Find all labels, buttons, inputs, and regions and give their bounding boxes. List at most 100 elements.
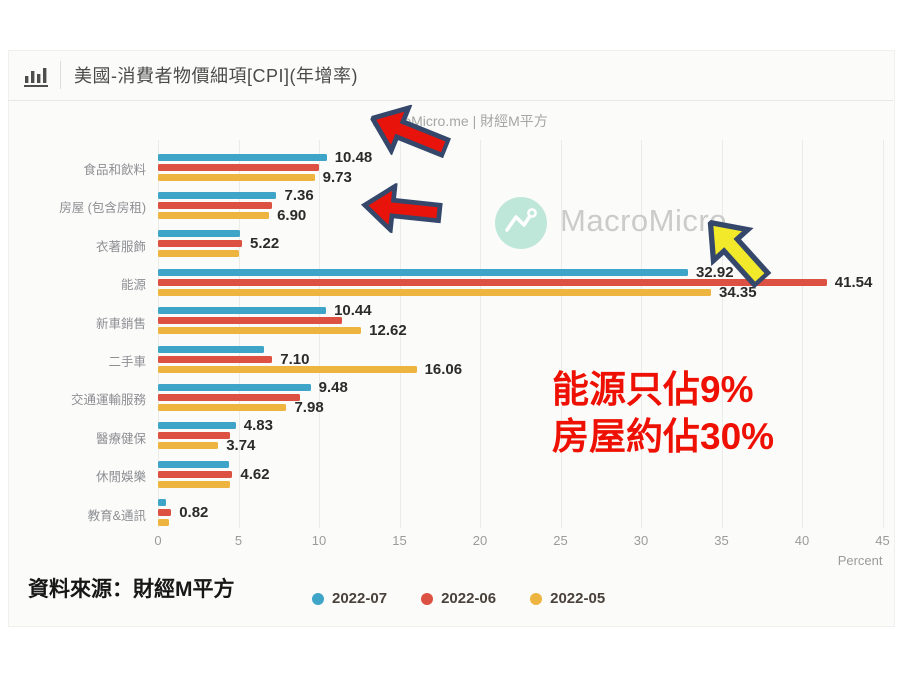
bar-2022-06 (158, 432, 231, 440)
value-label: 9.73 (322, 168, 352, 186)
annotation-line-2: 房屋約佔30% (552, 416, 775, 457)
category-label: 新車銷售 (95, 316, 146, 331)
legend-label: 2022-05 (550, 590, 606, 607)
gridline (560, 140, 562, 528)
bar-2022-06 (158, 470, 233, 478)
legend-item-2022-07[interactable]: 2022-07 (312, 590, 387, 607)
bar-2022-07 (158, 422, 236, 430)
bar-2022-06 (158, 163, 319, 171)
x-axis-tick-label: 25 (553, 533, 568, 548)
chart-card (8, 50, 895, 627)
bar-2022-06 (158, 355, 273, 363)
value-label: 7.36 (284, 186, 314, 204)
gridline (480, 140, 481, 528)
gridline (641, 140, 642, 528)
red-arrow-top-icon (368, 104, 452, 159)
bar-2022-06 (158, 278, 827, 286)
bar-2022-06 (158, 317, 342, 325)
category-label: 能源 (120, 278, 146, 293)
x-axis-tick-label: 10 (311, 533, 327, 548)
value-label: 3.74 (226, 437, 256, 455)
legend-dot-icon (312, 592, 324, 605)
legend-label: 2022-07 (332, 590, 388, 607)
card-header: 美國-消費者物價細項[CPI](年增率) (8, 50, 893, 101)
category-label: 交通運輸服務 (70, 393, 146, 408)
bar-2022-05 (158, 173, 315, 181)
x-axis-tick-label: 5 (234, 533, 243, 548)
source-text: 資料來源：財經M平方 (28, 578, 235, 601)
value-label: 4.83 (243, 417, 273, 435)
value-label: 16.06 (424, 360, 463, 378)
bar-2022-07 (158, 191, 277, 199)
bar-2022-05 (158, 480, 231, 488)
bar-2022-05 (158, 403, 287, 411)
category-label: 房屋 (包含房租) (59, 201, 146, 216)
annotation-note: 能源只佔9% 房屋約佔30% (552, 366, 774, 460)
value-label: 10.48 (334, 148, 373, 166)
x-axis-tick-label: 45 (875, 533, 890, 548)
bar-2022-05 (158, 250, 239, 258)
bar-2022-06 (158, 509, 172, 517)
chart-title: 美國-消費者物價細項[CPI](年增率) (74, 66, 358, 86)
value-label: 10.44 (334, 302, 372, 320)
gridline (399, 140, 401, 528)
x-axis-tick-label: 30 (633, 533, 649, 548)
red-arrow-middle-icon (360, 181, 443, 235)
category-label: 衣著服飾 (95, 239, 146, 254)
gridline (882, 140, 884, 528)
header-divider (60, 61, 61, 89)
bar-2022-05 (158, 365, 417, 373)
legend-dot-icon (421, 592, 434, 605)
x-axis-tick-label: 0 (154, 533, 162, 548)
x-axis-tick-label: 40 (794, 533, 810, 548)
category-label: 食品和飲料 (83, 163, 146, 177)
value-label: 32.92 (696, 263, 734, 281)
legend-item-2022-05[interactable]: 2022-05 (530, 590, 605, 607)
value-label: 0.82 (179, 504, 209, 522)
value-label: 12.62 (369, 322, 407, 340)
x-axis-unit-label: Percent (837, 553, 883, 568)
bar-2022-07 (158, 499, 167, 507)
value-label: 9.48 (318, 378, 348, 396)
gridline (721, 140, 723, 528)
bar-chart-icon (24, 68, 48, 87)
macromicro-logo-icon (495, 197, 547, 249)
value-label: 4.62 (240, 465, 270, 483)
bar-2022-06 (158, 201, 273, 209)
legend-label: 2022-06 (441, 590, 497, 607)
category-label: 醫療健保 (95, 431, 146, 446)
bar-2022-05 (158, 327, 362, 335)
x-axis-tick-label: 20 (472, 533, 488, 548)
x-axis-tick-label: 35 (714, 533, 729, 548)
legend: 2022-07 2022-06 2022-05 (312, 590, 605, 607)
value-label: 7.98 (294, 398, 324, 416)
yellow-arrow-icon (707, 219, 772, 290)
bar-2022-06 (158, 393, 300, 401)
category-label: 二手車 (108, 355, 146, 369)
macromicro-logo-text: MacroMicro (560, 203, 727, 238)
value-label: 41.54 (834, 273, 873, 291)
bar-2022-07 (158, 230, 241, 238)
bar-2022-05 (158, 288, 712, 296)
category-label: 休閒娛樂 (95, 470, 146, 485)
bar-2022-07 (158, 268, 688, 276)
watermark-text: MacroMicro.me | 財經M平方 (372, 113, 548, 129)
bar-2022-05 (158, 442, 219, 450)
bar-2022-07 (158, 153, 327, 161)
value-label: 5.22 (250, 235, 280, 253)
gridline (802, 140, 803, 528)
value-label: 7.10 (280, 350, 310, 368)
x-axis-tick-label: 15 (392, 533, 407, 548)
bar-2022-07 (158, 307, 327, 315)
bar-2022-05 (158, 519, 170, 527)
value-label: 6.90 (277, 206, 307, 224)
bar-2022-07 (158, 383, 311, 391)
bar-2022-07 (158, 460, 229, 468)
legend-dot-icon (530, 592, 543, 605)
value-label: 34.35 (719, 283, 757, 301)
category-label: 教育&通訊 (87, 508, 146, 523)
annotation-line-1: 能源只佔9% (552, 369, 754, 410)
legend-item-2022-06[interactable]: 2022-06 (421, 590, 496, 607)
bar-2022-05 (158, 211, 270, 219)
